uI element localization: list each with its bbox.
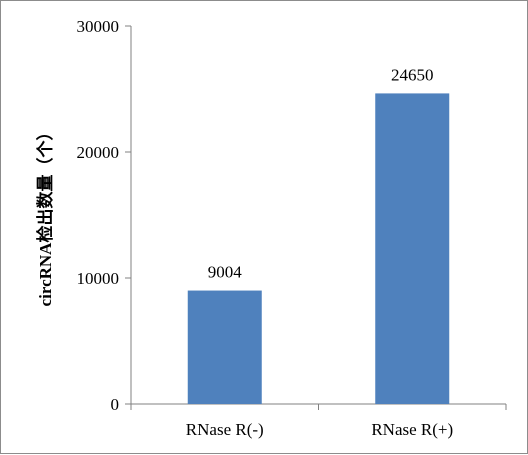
category-label-1: RNase R(-) xyxy=(186,420,264,439)
bar-2 xyxy=(375,93,450,404)
labels: 0 10000 20000 30000 9004 RNase R(-) 24650 RNase… xyxy=(77,17,454,439)
bars xyxy=(187,93,450,404)
y-tick-label: 30000 xyxy=(77,17,120,36)
y-tick-label: 20000 xyxy=(77,143,120,162)
category-label-2: RNase R(+) xyxy=(371,420,453,439)
bar-1 xyxy=(187,290,262,404)
data-label-1: 9004 xyxy=(208,263,243,282)
y-tick-label: 0 xyxy=(111,395,120,414)
y-tick-label: 10000 xyxy=(77,269,120,288)
y-axis-title: circRNA检出数量（个） xyxy=(35,124,55,307)
data-label-2: 24650 xyxy=(391,65,434,84)
